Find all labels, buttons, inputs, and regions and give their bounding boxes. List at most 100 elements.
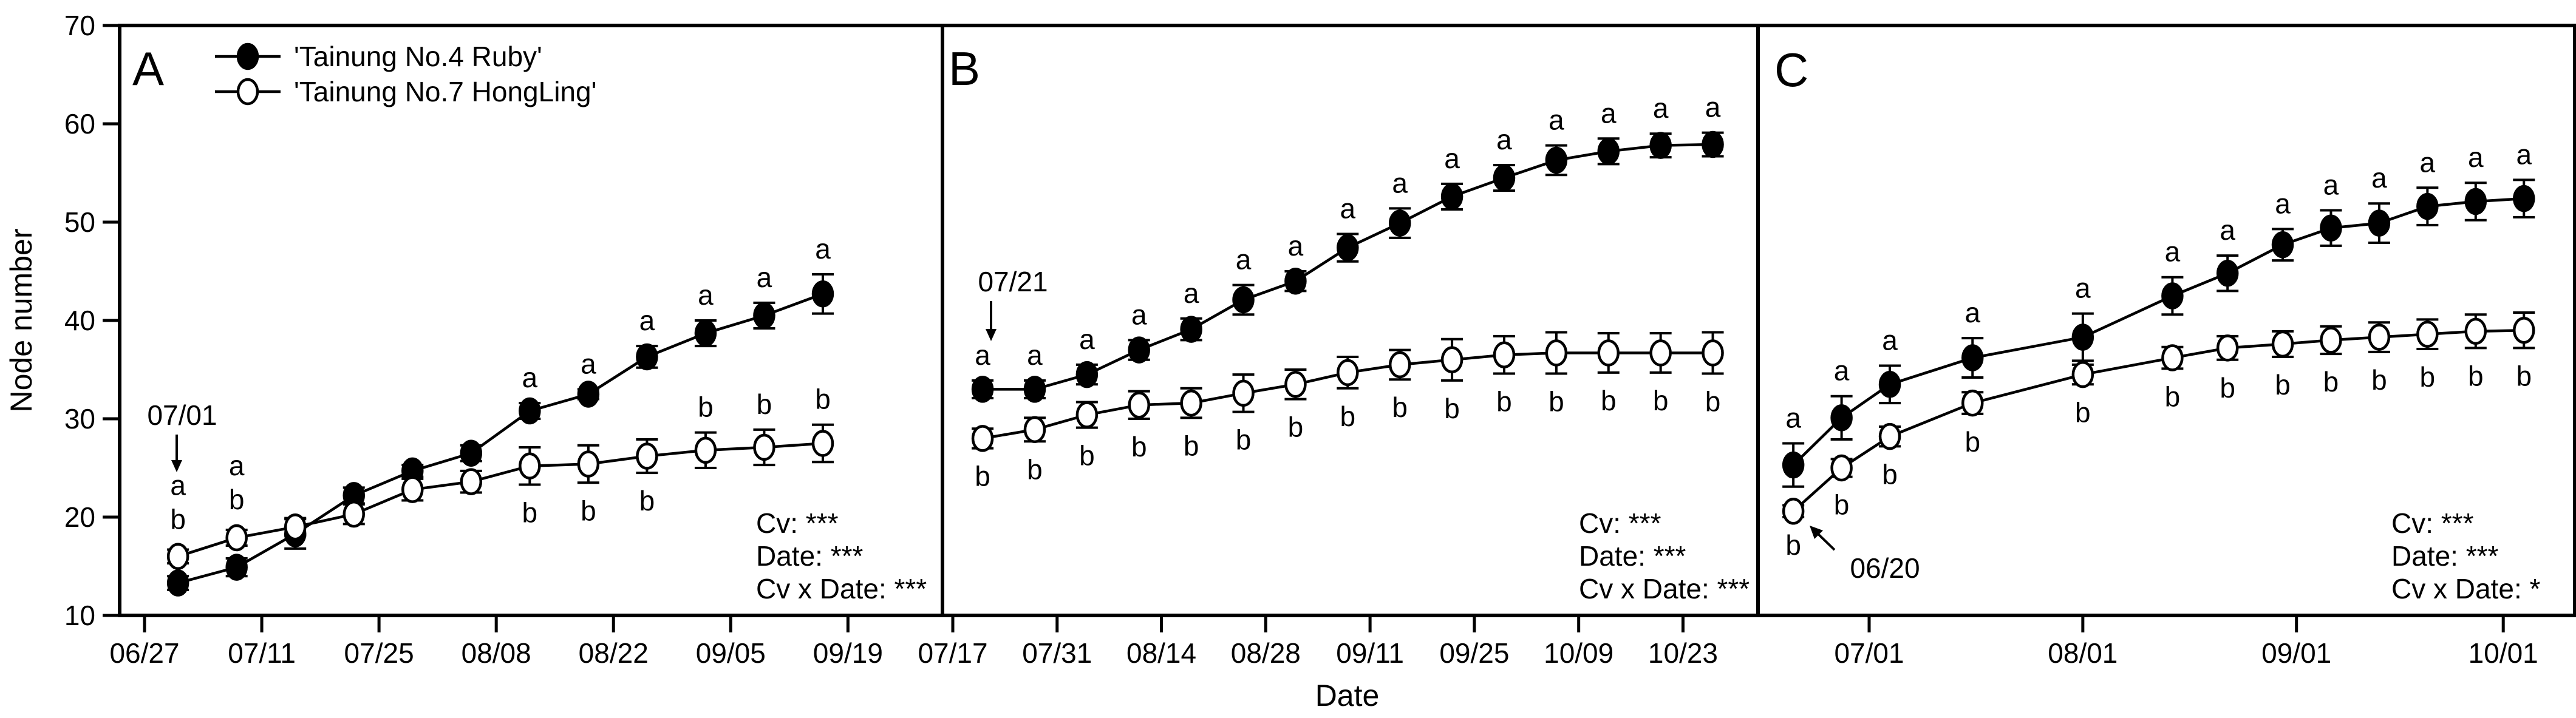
- data-point-hongling: [1284, 371, 1307, 398]
- data-point-ruby: [1649, 132, 1672, 159]
- stats-line: Cv: ***: [756, 507, 839, 539]
- data-point-ruby: [2320, 214, 2342, 242]
- sig-letter-a: a: [2165, 236, 2181, 268]
- y-tick-label: 30: [64, 403, 95, 435]
- annotation-date-label: 06/20: [1850, 552, 1920, 584]
- sig-letter-b: b: [1184, 430, 1199, 461]
- data-point-hongling: [1075, 401, 1099, 428]
- data-point-ruby: [1440, 183, 1463, 211]
- sig-letter-b: b: [2275, 369, 2291, 401]
- data-point-hongling: [519, 452, 541, 480]
- sig-letter-b: b: [2220, 372, 2235, 404]
- sig-letter-a: a: [1027, 339, 1043, 371]
- x-tick-label: 09/25: [1439, 637, 1509, 669]
- data-point-hongling: [811, 430, 834, 457]
- data-point-ruby: [1702, 130, 1724, 158]
- sig-letter-b: b: [170, 503, 186, 535]
- data-point-ruby: [519, 397, 541, 425]
- sig-letter-a: a: [1653, 92, 1669, 124]
- data-point-hongling: [2513, 316, 2535, 344]
- sig-letter-a: a: [1549, 104, 1564, 136]
- data-point-ruby: [1337, 234, 1359, 262]
- data-point-hongling: [460, 468, 483, 495]
- panel-B: B 07/17 07/31 08/14 08/28 09/11 09/25 10/09 10/2…: [918, 42, 1750, 669]
- x-tick-label: 09/05: [696, 637, 766, 669]
- sig-letter-b: b: [2468, 360, 2484, 391]
- data-point-ruby: [2071, 323, 2094, 351]
- stats-line: Date: ***: [756, 540, 864, 572]
- sig-letter-a: a: [1392, 167, 1408, 198]
- sig-letter-a: a: [815, 233, 831, 265]
- sig-letter-a: a: [1882, 325, 1898, 356]
- sig-letter-a: a: [1785, 402, 1801, 434]
- data-point-hongling: [1337, 359, 1359, 387]
- sig-letter-a: a: [1236, 244, 1252, 276]
- legend-filled-circle-icon: [236, 42, 259, 70]
- x-tick-label: 10/09: [1544, 637, 1613, 669]
- stats-line: Cv: ***: [2391, 507, 2474, 539]
- sig-letter-a: a: [2275, 188, 2291, 219]
- x-tick-label: 10/01: [2469, 637, 2538, 669]
- data-point-ruby: [2161, 282, 2184, 310]
- sig-letter-b: b: [1392, 391, 1408, 423]
- x-tick-label: 08/22: [579, 637, 649, 669]
- data-point-hongling: [1782, 498, 1805, 525]
- x-tick-label: 09/19: [813, 637, 883, 669]
- y-tick-label: 40: [64, 305, 95, 336]
- data-point-hongling: [1232, 379, 1255, 407]
- sig-letter-a: a: [1834, 355, 1850, 387]
- data-point-hongling: [1649, 339, 1672, 367]
- sig-letter-a: a: [229, 450, 245, 481]
- sig-letter-b: b: [1131, 431, 1147, 462]
- sig-letter-b: b: [2323, 366, 2339, 398]
- x-tick-label: 08/28: [1231, 637, 1301, 669]
- data-point-ruby: [577, 381, 600, 408]
- data-point-hongling: [284, 513, 307, 541]
- sig-letter-b: b: [757, 388, 772, 420]
- x-tick-label: 07/01: [1834, 637, 1904, 669]
- sig-letter-b: b: [1444, 393, 1460, 424]
- x-tick-label: 09/11: [1336, 637, 1404, 669]
- x-tick-label: 07/31: [1022, 637, 1092, 669]
- annotation-date-label: 07/21: [978, 266, 1048, 297]
- sig-letter-a: a: [639, 305, 655, 336]
- data-point-ruby: [2513, 185, 2535, 212]
- panel-A: A 06/27 07/11 07/25 08/08 08/22 09/05 09/19 Cv: …: [109, 42, 927, 669]
- data-point-ruby: [1597, 138, 1620, 165]
- data-point-hongling: [577, 450, 600, 478]
- legend-open-circle-icon: [236, 78, 259, 106]
- data-point-hongling: [1961, 389, 1984, 417]
- annotation-arrow: [1814, 530, 1836, 551]
- panel-letter: A: [132, 42, 164, 95]
- data-point-hongling: [2320, 327, 2342, 354]
- data-point-hongling: [342, 500, 365, 528]
- sig-letter-b: b: [522, 497, 538, 529]
- sig-letter-b: b: [1549, 385, 1564, 417]
- sig-letter-b: b: [1834, 489, 1850, 521]
- sig-letter-a: a: [2220, 214, 2235, 246]
- data-point-ruby: [971, 376, 994, 403]
- data-point-hongling: [2161, 344, 2184, 371]
- x-tick-label: 08/08: [462, 637, 531, 669]
- legend-item: 'Tainung No.7 HongLing': [215, 76, 596, 107]
- data-point-hongling: [2271, 330, 2294, 358]
- data-point-ruby: [166, 569, 189, 597]
- data-point-ruby: [460, 439, 483, 467]
- legend: 'Tainung No.4 Ruby' 'Tainung No.7 HongLin…: [215, 41, 596, 107]
- sig-letter-b: b: [639, 485, 655, 516]
- sig-letter-a: a: [1601, 97, 1617, 129]
- data-point-ruby: [753, 302, 775, 330]
- sig-letter-b: b: [1653, 385, 1669, 416]
- x-axis-title: Date: [1315, 679, 1380, 713]
- data-point-hongling: [636, 442, 658, 470]
- data-point-ruby: [2368, 209, 2391, 237]
- x-tick-label: 08/14: [1126, 637, 1196, 669]
- y-tick-label: 70: [64, 10, 95, 41]
- data-point-ruby: [1493, 164, 1516, 192]
- sig-letter-a: a: [2420, 146, 2436, 178]
- data-point-ruby: [1545, 146, 1568, 174]
- sig-letter-b: b: [2371, 364, 2387, 396]
- data-point-ruby: [1180, 316, 1202, 343]
- data-point-ruby: [1388, 209, 1411, 237]
